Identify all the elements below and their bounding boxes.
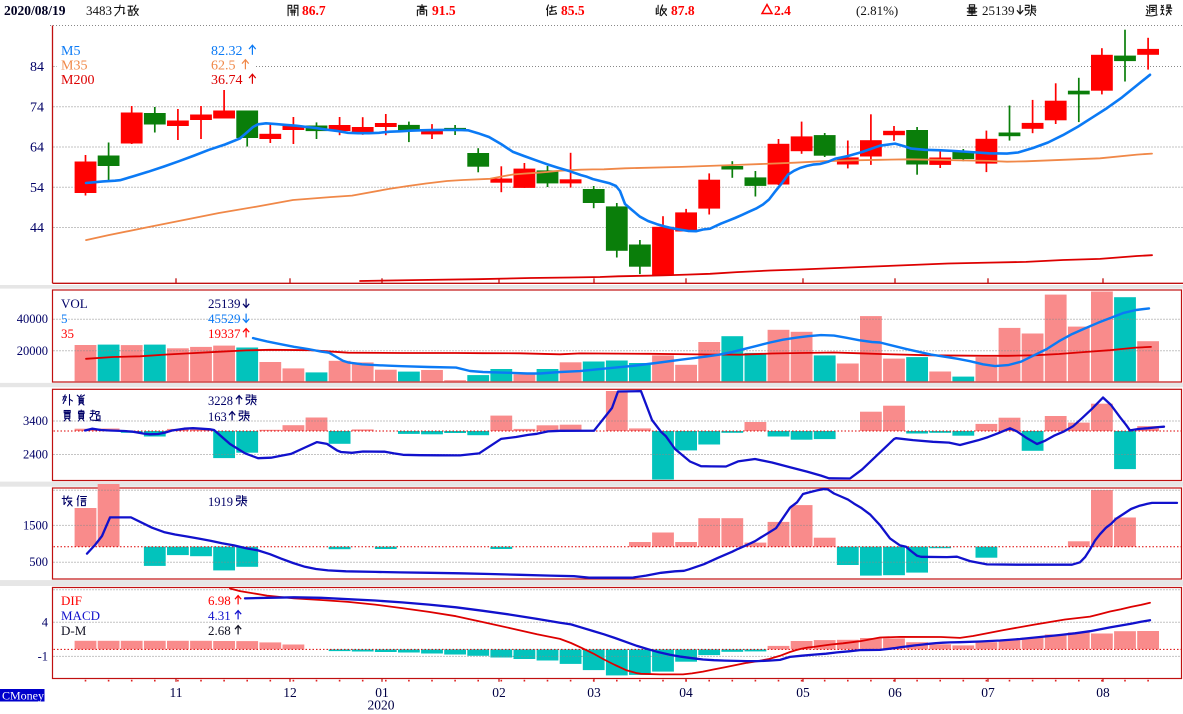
svg-text:D-M: D-M <box>61 623 87 638</box>
svg-text:6.98: 6.98 <box>208 593 231 608</box>
svg-text:40000: 40000 <box>17 312 48 326</box>
svg-text:(2.81%): (2.81%) <box>856 3 898 18</box>
svg-text:03: 03 <box>587 685 601 700</box>
svg-text:02: 02 <box>492 685 506 700</box>
svg-text:62.5: 62.5 <box>211 59 236 74</box>
svg-text:2020/08/19: 2020/08/19 <box>4 3 66 18</box>
svg-text:87.8: 87.8 <box>671 3 695 18</box>
svg-text:20000: 20000 <box>17 344 48 358</box>
svg-text:36.74: 36.74 <box>211 73 243 88</box>
svg-text:08: 08 <box>1096 685 1110 700</box>
svg-text:3400: 3400 <box>23 414 48 428</box>
svg-text:35: 35 <box>61 326 74 341</box>
svg-text:2.4: 2.4 <box>774 3 791 18</box>
svg-text:64: 64 <box>30 141 44 156</box>
svg-text:M5: M5 <box>61 44 80 59</box>
svg-text:500: 500 <box>29 555 48 569</box>
svg-text:11: 11 <box>170 685 183 700</box>
svg-text:4: 4 <box>42 615 49 629</box>
svg-text:4.31: 4.31 <box>208 608 231 623</box>
svg-text:44: 44 <box>30 221 44 236</box>
svg-text:VOL: VOL <box>61 296 88 311</box>
svg-text:25139: 25139 <box>208 296 241 311</box>
svg-text:DIF: DIF <box>61 593 82 608</box>
svg-text:19337: 19337 <box>208 326 241 341</box>
svg-text:M200: M200 <box>61 73 94 88</box>
svg-text:2.68: 2.68 <box>208 623 231 638</box>
svg-text:84: 84 <box>30 60 44 75</box>
svg-text:45529: 45529 <box>208 311 241 326</box>
svg-text:M35: M35 <box>61 59 87 74</box>
svg-text:91.5: 91.5 <box>432 3 456 18</box>
svg-text:-1: -1 <box>38 649 48 663</box>
svg-text:01: 01 <box>375 685 389 700</box>
svg-text:86.7: 86.7 <box>302 3 326 18</box>
svg-text:85.5: 85.5 <box>561 3 585 18</box>
svg-text:163: 163 <box>208 410 227 424</box>
svg-text:74: 74 <box>30 100 44 115</box>
svg-text:04: 04 <box>679 685 693 700</box>
svg-text:07: 07 <box>981 685 995 700</box>
svg-text:2400: 2400 <box>23 448 48 462</box>
svg-text:06: 06 <box>888 685 902 700</box>
svg-text:05: 05 <box>796 685 810 700</box>
svg-text:2020: 2020 <box>368 698 395 713</box>
svg-text:3483: 3483 <box>86 3 112 18</box>
svg-text:1919: 1919 <box>208 495 233 509</box>
svg-text:CMoney: CMoney <box>2 689 44 703</box>
svg-text:1500: 1500 <box>23 518 48 532</box>
svg-text:MACD: MACD <box>61 608 100 623</box>
svg-text:12: 12 <box>283 685 297 700</box>
svg-text:54: 54 <box>30 181 44 196</box>
svg-text:5: 5 <box>61 311 68 326</box>
svg-text:82.32: 82.32 <box>211 44 243 59</box>
svg-text:25139: 25139 <box>982 3 1015 18</box>
svg-text:3228: 3228 <box>208 394 233 408</box>
